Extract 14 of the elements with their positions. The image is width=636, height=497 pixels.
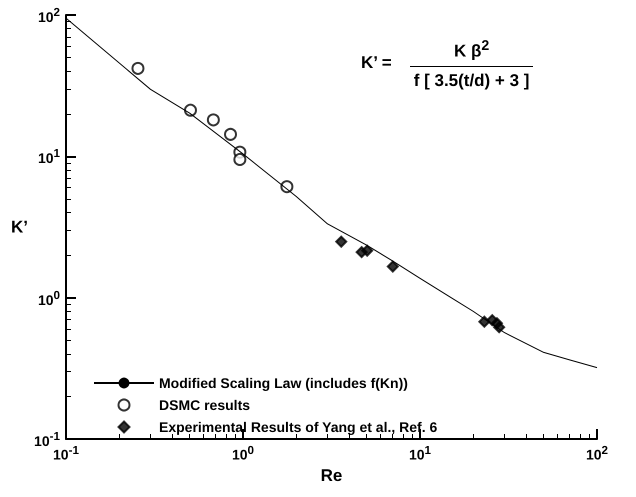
y-tick-label: 10$^{0}$: [38, 288, 60, 308]
x-axis-title: Re: [320, 466, 342, 485]
legend-label: Experimental Results of Yang et al., Ref. 6: [159, 419, 438, 435]
annotation: K’ =: [361, 53, 392, 74]
y-tick-label: 10$^{1}$: [38, 146, 60, 166]
y-tick-label: 10$^{2}$: [38, 5, 60, 25]
x-tick-label: 10$^{0}$: [232, 443, 254, 463]
legend-label: Modified Scaling Law (includes f(Kn)): [159, 375, 408, 391]
y-axis-title: K’: [11, 218, 28, 236]
annotation: f [ 3.5(t/d) + 3 ]: [412, 70, 530, 91]
x-tick-label: 10$^{2}$: [586, 443, 608, 463]
legend-label: DSMC results: [159, 397, 250, 413]
annotation: K β$^{2}$: [410, 36, 534, 67]
x-tick-label: 10$^{1}$: [408, 443, 432, 463]
